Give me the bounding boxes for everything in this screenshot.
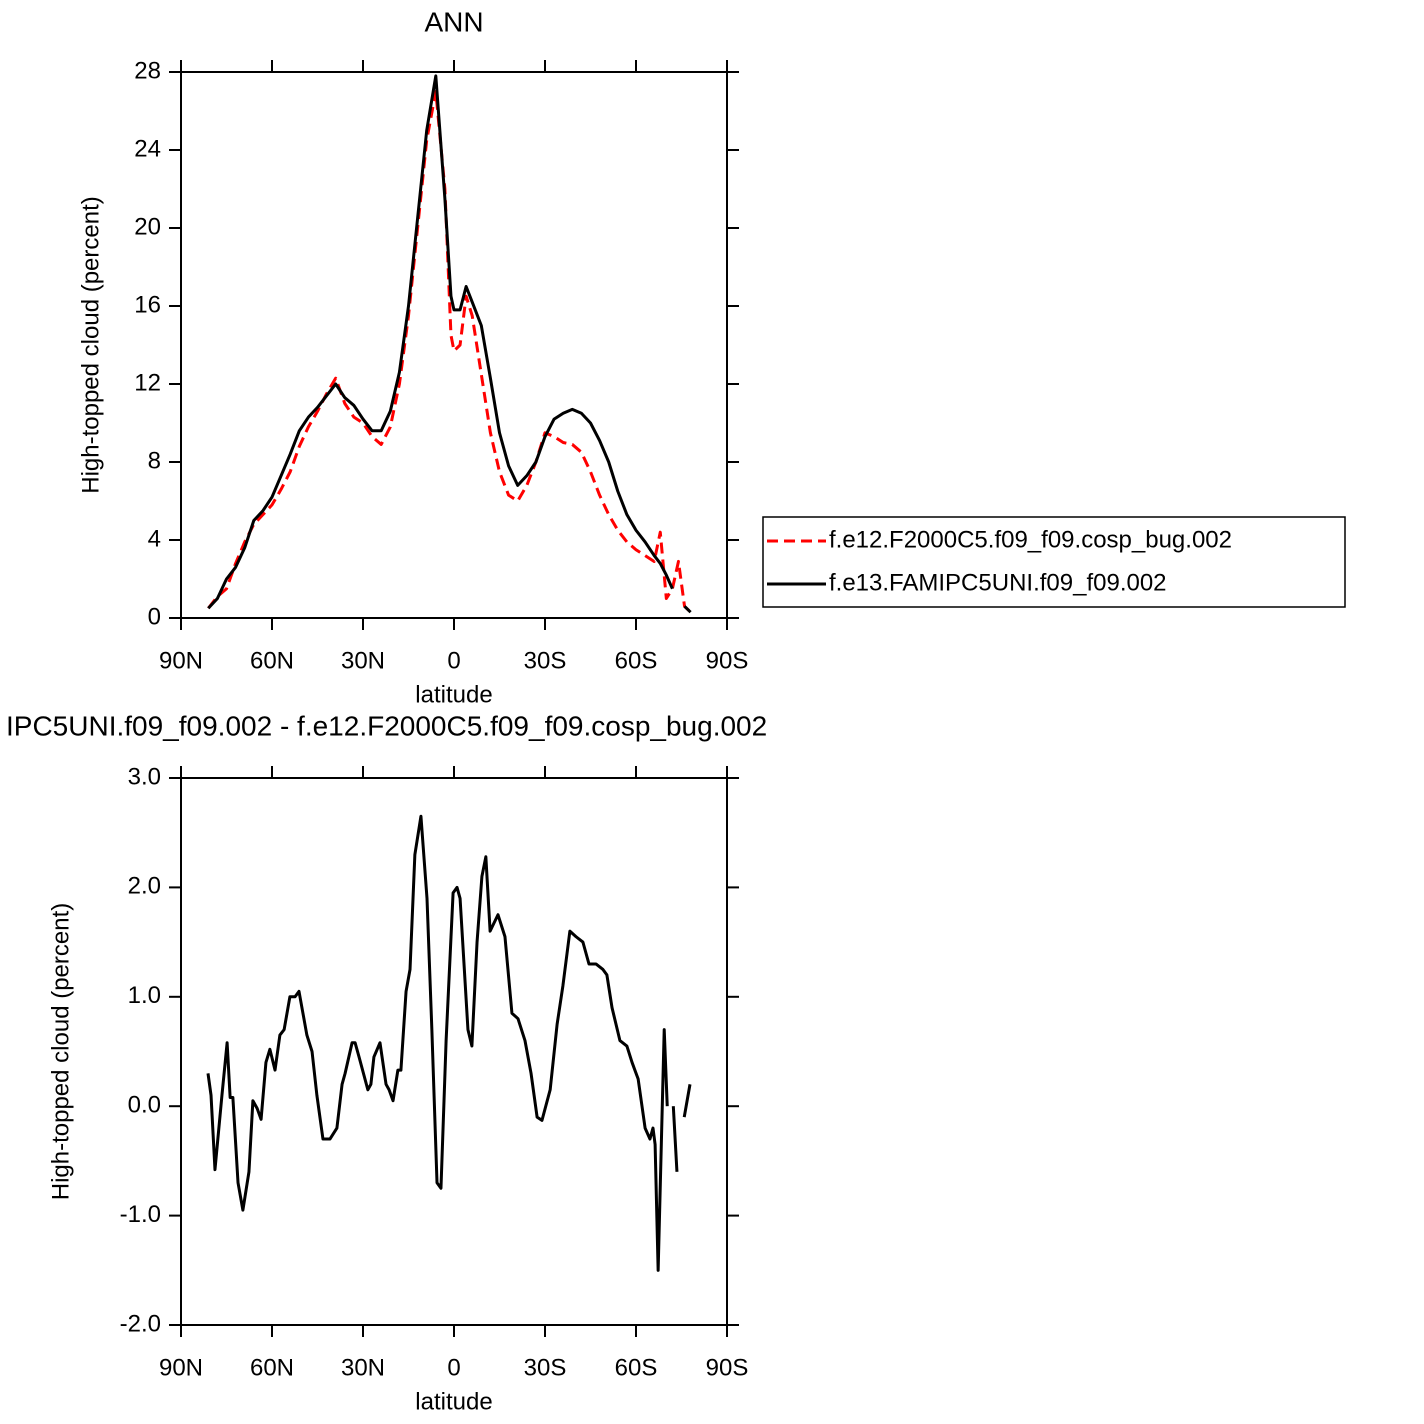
- x-tick-label: 30S: [524, 647, 567, 674]
- y-tick-label: 28: [134, 57, 161, 84]
- y-tick-label: -2.0: [120, 1310, 161, 1337]
- x-tick-label: 0: [447, 647, 460, 674]
- y-tick-label: 0: [148, 603, 161, 630]
- x-tick-label: 90S: [706, 1354, 749, 1381]
- legend-label: f.e12.F2000C5.f09_f09.cosp_bug.002: [829, 526, 1232, 553]
- legend-box: [762, 516, 1346, 608]
- y-axis-label: High-topped cloud (percent): [47, 903, 74, 1201]
- y-tick-label: 2.0: [128, 873, 161, 900]
- x-tick-label: 90S: [706, 647, 749, 674]
- y-axis-label: High-topped cloud (percent): [77, 196, 104, 494]
- x-tick-label: 60S: [615, 647, 658, 674]
- x-tick-label: 60S: [615, 1354, 658, 1381]
- x-tick-label: 30N: [341, 647, 385, 674]
- series-line: [207, 74, 692, 614]
- y-tick-label: 20: [134, 213, 161, 240]
- y-tick-label: -1.0: [120, 1201, 161, 1228]
- plot-frame: [180, 777, 728, 1326]
- y-tick-label: 0.0: [128, 1092, 161, 1119]
- x-tick-label: 90N: [159, 647, 203, 674]
- chart-title: IPC5UNI.f09_f09.002 - f.e12.F2000C5.f09_…: [6, 710, 767, 741]
- x-axis-label: latitude: [415, 681, 492, 708]
- x-tick-label: 0: [447, 1354, 460, 1381]
- x-tick-label: 30N: [341, 1354, 385, 1381]
- y-tick-label: 1.0: [128, 982, 161, 1009]
- series-line: [206, 814, 692, 1272]
- x-tick-label: 90N: [159, 1354, 203, 1381]
- x-axis-label: latitude: [415, 1388, 492, 1415]
- x-tick-label: 30S: [524, 1354, 567, 1381]
- y-tick-label: 4: [148, 525, 161, 552]
- y-tick-label: 24: [134, 135, 161, 162]
- legend-label: f.e13.FAMIPC5UNI.f09_f09.002: [829, 569, 1167, 596]
- y-tick-label: 8: [148, 447, 161, 474]
- chart-title: ANN: [424, 6, 483, 37]
- y-tick-label: 12: [134, 369, 161, 396]
- y-tick-label: 3.0: [128, 763, 161, 790]
- series-line: [207, 90, 692, 614]
- x-tick-label: 60N: [250, 1354, 294, 1381]
- x-tick-label: 60N: [250, 647, 294, 674]
- y-tick-label: 16: [134, 291, 161, 318]
